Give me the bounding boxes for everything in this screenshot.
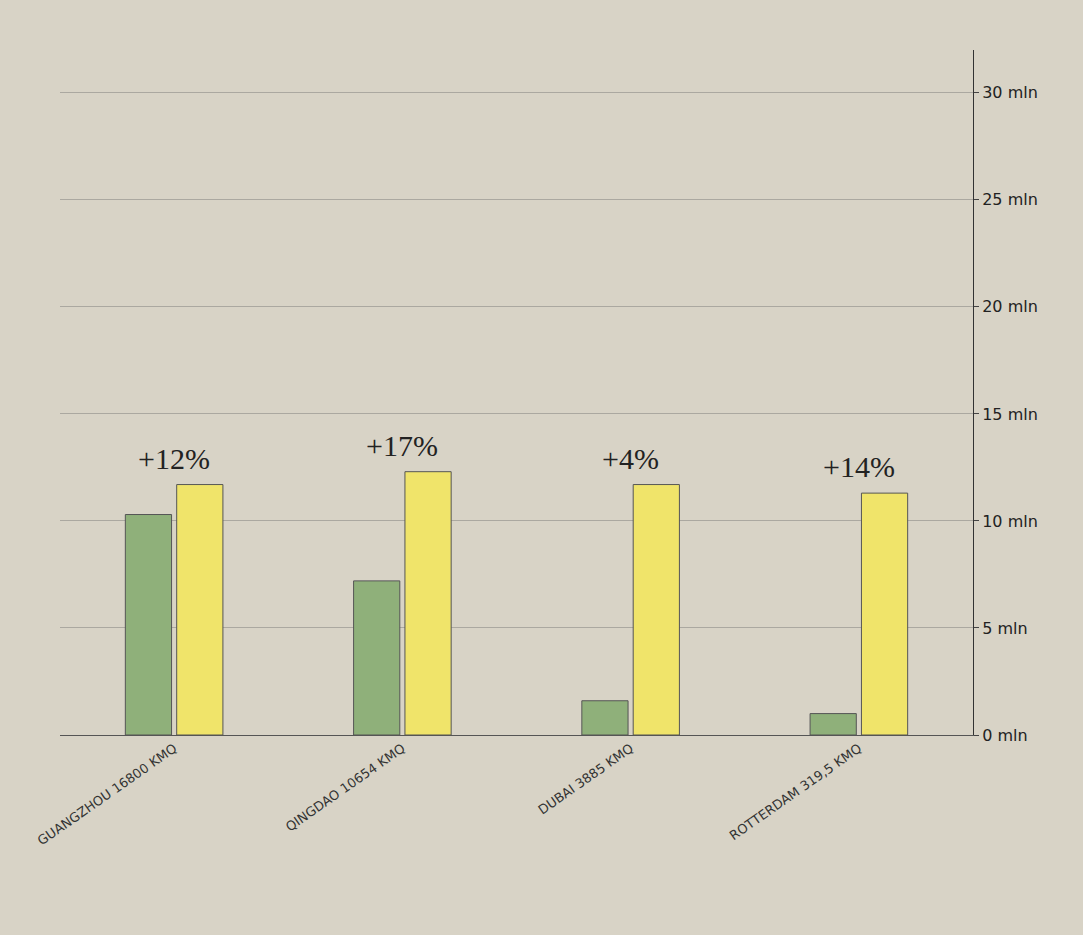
svg-text:ROTTERDAM 319,5 KMQ: ROTTERDAM 319,5 KMQ — [727, 741, 865, 844]
svg-text:15 mln: 15 mln — [982, 405, 1038, 424]
svg-text:+17%: +17% — [366, 429, 438, 462]
svg-text:25 mln: 25 mln — [982, 190, 1038, 209]
svg-text:+14%: +14% — [823, 450, 895, 483]
svg-text:+4%: +4% — [602, 442, 659, 475]
svg-text:30 mln: 30 mln — [982, 83, 1038, 102]
svg-text:QINGDAO 10654 KMQ: QINGDAO 10654 KMQ — [283, 741, 408, 835]
svg-text:GUANGZHOU 16800 KMQ: GUANGZHOU 16800 KMQ — [35, 741, 180, 849]
svg-text:0 mln: 0 mln — [982, 726, 1027, 745]
svg-text:+12%: +12% — [138, 442, 210, 475]
svg-text:DUBAI 3885 KMQ: DUBAI 3885 KMQ — [535, 741, 636, 818]
svg-text:20 mln: 20 mln — [982, 297, 1038, 316]
svg-text:5 mln: 5 mln — [982, 619, 1027, 638]
svg-text:10 mln: 10 mln — [982, 512, 1038, 531]
